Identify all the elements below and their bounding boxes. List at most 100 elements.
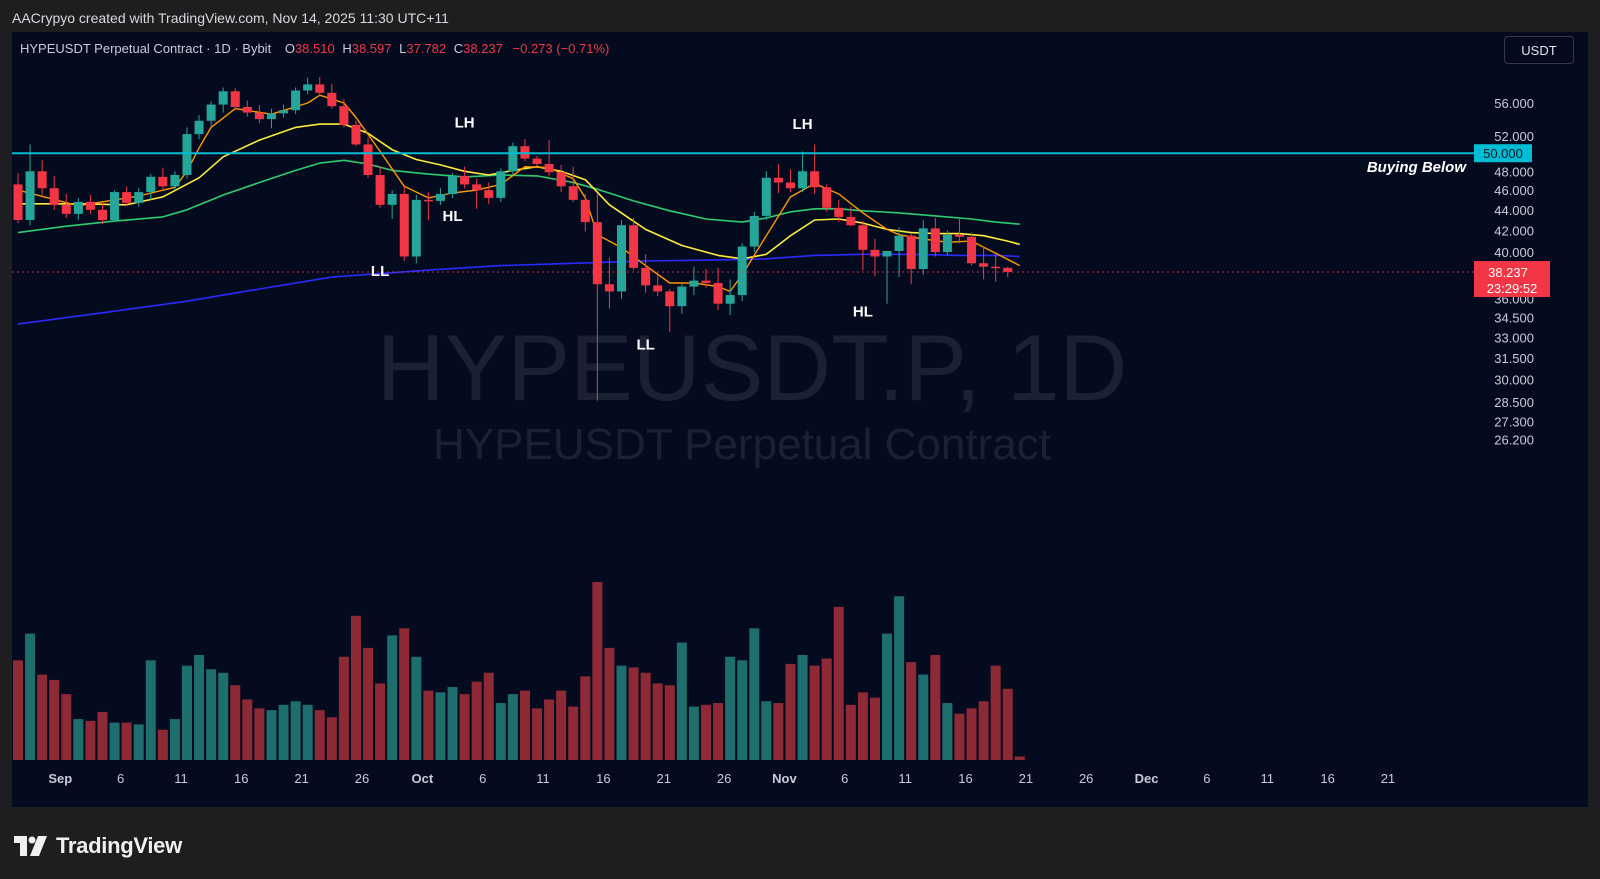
volume-bar[interactable] <box>314 710 325 760</box>
volume-bar[interactable] <box>821 658 832 760</box>
candle[interactable] <box>834 207 844 217</box>
candle[interactable] <box>13 184 23 221</box>
volume-bar[interactable] <box>459 694 470 760</box>
volume-bar[interactable] <box>918 674 929 760</box>
volume-bar[interactable] <box>797 654 808 760</box>
candle[interactable] <box>544 163 554 173</box>
candle[interactable] <box>218 91 228 105</box>
volume-bar[interactable] <box>423 690 434 760</box>
volume-bar[interactable] <box>773 703 784 760</box>
candle[interactable] <box>725 295 735 304</box>
candle[interactable] <box>97 209 107 221</box>
volume-bar[interactable] <box>713 703 724 760</box>
volume-bar[interactable] <box>169 719 180 760</box>
candle[interactable] <box>894 235 904 251</box>
volume-bar[interactable] <box>978 701 989 760</box>
volume-bar[interactable] <box>157 729 168 760</box>
volume-bar[interactable] <box>399 628 410 760</box>
candle[interactable] <box>677 286 687 307</box>
candle[interactable] <box>785 182 795 189</box>
volume-bar[interactable] <box>954 713 965 760</box>
volume-bar[interactable] <box>628 667 639 760</box>
candle[interactable] <box>194 120 204 135</box>
volume-bar[interactable] <box>616 665 627 760</box>
candle[interactable] <box>158 176 168 187</box>
candle[interactable] <box>568 186 578 200</box>
candle[interactable] <box>339 106 349 125</box>
candle[interactable] <box>810 171 820 188</box>
candle[interactable] <box>979 263 989 267</box>
volume-bar[interactable] <box>387 635 398 760</box>
volume-bar[interactable] <box>181 665 192 760</box>
volume-bar[interactable] <box>61 694 72 760</box>
volume-bar[interactable] <box>785 663 796 760</box>
volume-bar[interactable] <box>664 685 675 760</box>
candle[interactable] <box>991 266 1001 269</box>
volume-bar[interactable] <box>809 665 820 760</box>
volume-bar[interactable] <box>749 628 760 760</box>
candle[interactable] <box>387 194 397 205</box>
candle[interactable] <box>303 84 313 91</box>
candle[interactable] <box>134 192 144 203</box>
volume-bar[interactable] <box>121 722 132 760</box>
candle[interactable] <box>73 201 83 214</box>
candle[interactable] <box>472 184 482 191</box>
volume-bar[interactable] <box>145 660 156 760</box>
candle[interactable] <box>665 291 675 307</box>
candle[interactable] <box>266 113 276 120</box>
candle[interactable] <box>279 110 289 114</box>
candle[interactable] <box>798 171 808 189</box>
volume-bar[interactable] <box>592 582 603 760</box>
candle[interactable] <box>110 192 120 221</box>
candle[interactable] <box>773 177 783 183</box>
candle[interactable] <box>713 283 723 304</box>
candle[interactable] <box>846 216 856 226</box>
volume-bar[interactable] <box>242 699 253 760</box>
candle[interactable] <box>942 234 952 253</box>
volume-bar[interactable] <box>49 679 60 760</box>
candle[interactable] <box>25 171 35 221</box>
volume-bar[interactable] <box>640 672 651 760</box>
candle[interactable] <box>375 174 385 205</box>
volume-bar[interactable] <box>483 672 494 760</box>
candle[interactable] <box>363 144 373 175</box>
candle[interactable] <box>423 199 433 202</box>
volume-bar[interactable] <box>942 703 953 760</box>
volume-bar[interactable] <box>688 706 699 760</box>
chart-panel[interactable]: HYPEUSDT.P, 1D HYPEUSDT Perpetual Contrac… <box>12 32 1588 807</box>
volume-bar[interactable] <box>230 685 241 760</box>
candle[interactable] <box>592 222 602 285</box>
volume-bar[interactable] <box>725 656 736 760</box>
candle[interactable] <box>49 188 59 205</box>
volume-bar[interactable] <box>568 706 579 760</box>
volume-bar[interactable] <box>906 662 917 760</box>
volume-bar[interactable] <box>833 606 844 760</box>
volume-bar[interactable] <box>580 676 591 760</box>
currency-button[interactable]: USDT <box>1504 36 1574 64</box>
volume-bar[interactable] <box>133 724 144 760</box>
candle[interactable] <box>761 177 771 216</box>
volume-bar[interactable] <box>882 633 893 760</box>
volume-bar[interactable] <box>338 656 349 760</box>
volume-bar[interactable] <box>761 701 772 760</box>
candle[interactable] <box>641 267 651 286</box>
volume-bar[interactable] <box>278 704 289 760</box>
candle[interactable] <box>858 225 868 250</box>
symbol-title[interactable]: HYPEUSDT Perpetual Contract · 1D · Bybit <box>20 41 272 56</box>
volume-bar[interactable] <box>363 647 374 760</box>
volume-bar[interactable] <box>290 701 301 760</box>
volume-bar[interactable] <box>737 660 748 760</box>
volume-bar[interactable] <box>556 690 567 760</box>
volume-bar[interactable] <box>519 690 530 760</box>
volume-bar[interactable] <box>375 683 386 760</box>
candle[interactable] <box>37 171 47 189</box>
volume-bar[interactable] <box>411 656 422 760</box>
candle[interactable] <box>701 280 711 284</box>
volume-bar[interactable] <box>471 681 482 760</box>
volume-bar[interactable] <box>13 660 23 760</box>
candle[interactable] <box>906 235 916 269</box>
candle[interactable] <box>85 201 95 210</box>
candle[interactable] <box>496 171 506 198</box>
volume-bar[interactable] <box>218 672 229 760</box>
candle[interactable] <box>604 284 614 292</box>
